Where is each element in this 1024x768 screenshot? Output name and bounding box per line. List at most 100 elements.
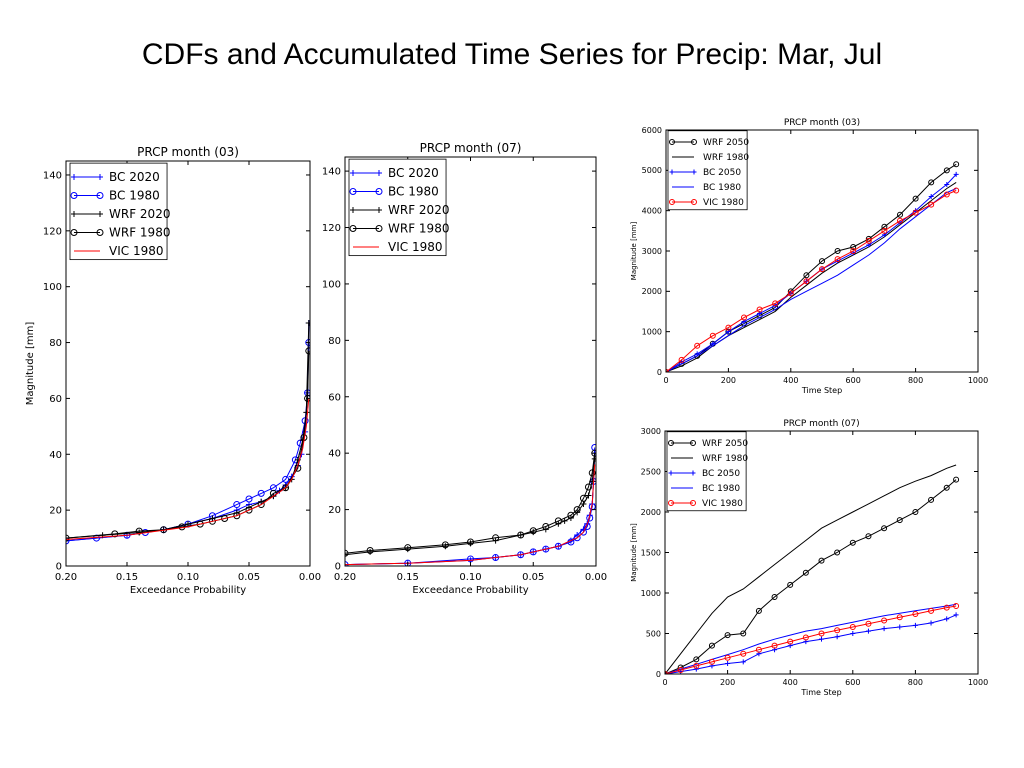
- cdf_mar-series-group: [66, 320, 310, 545]
- cdf_mar-series-1-point: [282, 475, 290, 483]
- cdf_mar-series-3-point: [257, 501, 265, 509]
- ts_jul-series-2-point: [928, 620, 934, 626]
- ts_jul-ytick-label: 3000: [641, 427, 661, 436]
- cdf_jul-series-1-point: [529, 548, 537, 556]
- ts_jul-legend-marker-0: [690, 440, 696, 446]
- cdf_jul-series-3-point: [441, 541, 449, 549]
- ts_jul-series-2-point: [944, 616, 950, 622]
- cdf_mar-legend-marker-2: [97, 211, 103, 217]
- cdf_jul-series-0-line: [345, 453, 596, 566]
- ts_mar-ytick-label: 0: [657, 368, 662, 377]
- cdf_mar-series-3-point: [245, 506, 253, 514]
- cdf_mar-ytick-label: 0: [56, 562, 62, 573]
- ts_jul-series-0-point: [740, 630, 747, 637]
- ts_mar-xtick-label: 600: [846, 376, 861, 385]
- ts_mar-legend-box: [667, 130, 748, 211]
- ts_mar-ylabel: Magnitude [mm]: [630, 222, 638, 281]
- ts_jul-series-0-point: [724, 632, 731, 639]
- ts_jul-series-2-point: [865, 628, 871, 634]
- ts_jul-series-2-line: [665, 614, 957, 674]
- cdf_jul-series-1-point: [467, 555, 474, 563]
- ts_jul-series-2-point: [693, 666, 699, 672]
- ts_mar-legend-label-4: VIC 1980: [703, 198, 744, 208]
- cdf_jul-legend-marker-2: [350, 207, 356, 213]
- ts_jul-series-0-point: [708, 642, 715, 649]
- ts_mar-series-4-point: [953, 187, 960, 194]
- ts_mar-legend-label-0: WRF 2050: [703, 138, 749, 148]
- ts_jul-legend-box: [666, 431, 747, 512]
- cdf_jul-series-3-point: [492, 534, 500, 542]
- cdf_jul-legend-marker-1: [375, 188, 383, 195]
- cdf_jul-legend-marker-3: [375, 225, 383, 232]
- cdf_jul-series-3-point: [573, 506, 581, 514]
- ts_mar-legend-label-3: BC 1980: [703, 183, 741, 193]
- cdf_mar-series-2-point: [305, 320, 310, 326]
- ts_jul-series-4-point: [953, 602, 960, 609]
- ts_mar-ytick-label: 2000: [642, 287, 662, 296]
- cdf_jul-series-2-line: [345, 458, 596, 556]
- cdf_jul-series-1-point: [554, 542, 562, 550]
- ts_jul-series-0-point: [912, 509, 919, 515]
- ts_jul-series-2-point: [725, 660, 731, 666]
- ts_jul-xtick-label: 0: [662, 678, 667, 687]
- ts_jul-legend-marker-2: [690, 470, 696, 476]
- cdf_mar-series-1-line: [66, 342, 310, 542]
- ts_jul-series-4-point: [865, 620, 872, 627]
- ts_jul-series-4-point: [928, 607, 935, 614]
- ts_mar-series-2-point: [944, 181, 950, 187]
- ts_jul-legend-label-2: BC 2050: [702, 469, 740, 479]
- ts_mar-series-4-point: [834, 256, 841, 263]
- cdf_mar-legend-label-2: WRF 2020: [109, 207, 170, 221]
- ts_mar-series-4-point: [943, 191, 950, 198]
- ts_mar-series-0-point: [953, 161, 960, 168]
- ts_jul-legend-label-3: BC 1980: [702, 484, 740, 494]
- cdf_mar-xtick-label: 0.20: [55, 572, 77, 583]
- cdf_jul-series-3-point: [567, 511, 575, 519]
- cdf_mar-legend-marker-0: [71, 174, 77, 180]
- ts_jul-series-4-line: [665, 605, 957, 674]
- cdf_jul-series-3-point: [554, 517, 562, 525]
- cdf_mar-legend-label-4: VIC 1980: [109, 244, 163, 258]
- ts_jul-series-4-point: [896, 614, 903, 621]
- cdf_mar-legend-box: [69, 162, 168, 261]
- ts_jul-legend-marker-2: [668, 470, 674, 476]
- ts_mar-series-4-point: [897, 217, 903, 224]
- ts_jul-series-4-point: [881, 617, 888, 624]
- cdf_mar-title: PRCP month (03): [137, 145, 239, 159]
- cdf_mar-series-4-line: [66, 398, 310, 540]
- ts_jul-series-4-point: [755, 646, 762, 653]
- cdf_mar-ytick-label: 20: [49, 506, 62, 517]
- cdf_jul-series-3-point: [588, 469, 596, 477]
- ts_mar-series-3-line: [666, 188, 957, 372]
- slide-title: CDFs and Accumulated Time Series for Pre…: [141, 38, 883, 71]
- ts_jul-series-4-point: [849, 624, 856, 631]
- ts_jul-series-0-point: [693, 656, 700, 663]
- ts_jul-series-2-point: [819, 636, 824, 642]
- cdf_jul-legend-marker-2: [376, 207, 382, 213]
- ts_mar-ytick-label: 5000: [642, 166, 662, 175]
- cdf_mar-xtick-label: 0.15: [116, 572, 138, 583]
- ts_jul-series-group: [665, 464, 960, 674]
- ts_jul-series-4-point: [708, 658, 715, 665]
- cdf_mar-legend-label-0: BC 2020: [109, 170, 160, 184]
- ts_mar-series-0-point: [850, 243, 857, 250]
- cdf_jul-xtick-label: 0.15: [397, 572, 419, 583]
- cdf_mar-xtick-label: 0.05: [238, 572, 260, 583]
- ts_jul-series-4-point: [802, 634, 809, 641]
- ts_mar-xtick-label: 200: [721, 376, 736, 385]
- ts_mar-ytick-label: 3000: [642, 247, 662, 256]
- ts_jul-series-1-line: [665, 464, 957, 674]
- ts_mar-xtick-label: 1000: [968, 376, 988, 385]
- ts_mar-series-2-point: [928, 194, 934, 200]
- ts_jul-legend-marker-4: [668, 500, 674, 506]
- cdf_mar-legend-label-1: BC 1980: [109, 189, 160, 203]
- ts_mar-xtick-label: 800: [908, 376, 923, 385]
- cdf_mar-ytick-label: 80: [49, 338, 62, 349]
- ts_mar-legend-marker-2: [669, 169, 675, 175]
- ts_mar-series-4-point: [756, 306, 763, 313]
- cdf_jul-xtick-label: 0.10: [459, 572, 481, 583]
- ts_jul-series-0-point: [881, 525, 888, 532]
- ts_jul-xtick-label: 400: [783, 678, 798, 687]
- cdf_mar-series-1-point: [66, 537, 70, 545]
- cdf_mar-xlabel: Exceedance Probability: [130, 585, 246, 596]
